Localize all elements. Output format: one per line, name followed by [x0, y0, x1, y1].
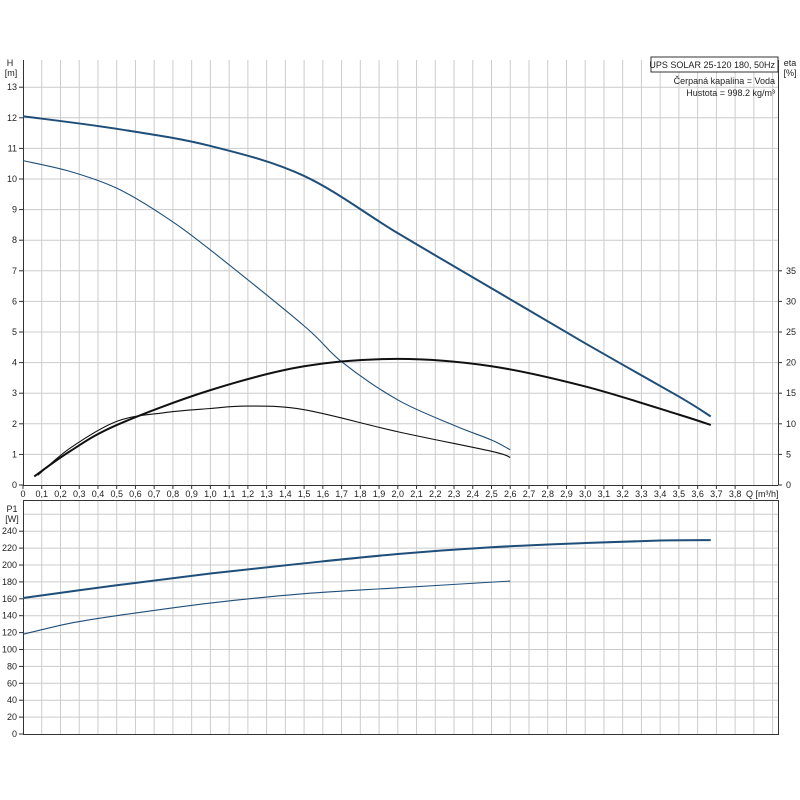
- h-axis-unit: [m]: [5, 68, 18, 78]
- q-tick-label: 1,1: [223, 489, 236, 499]
- p1-tick-label: 160: [2, 594, 17, 604]
- legend-box: UPS SOLAR 25-120 180, 50Hz Čerpaná kapal…: [649, 56, 779, 98]
- q-tick-label: 3,2: [616, 489, 629, 499]
- q-tick-label: 0,3: [73, 489, 86, 499]
- q-tick-label: 3,4: [654, 489, 667, 499]
- q-tick-label: 2,3: [448, 489, 461, 499]
- p1-tick-label: 0: [12, 729, 17, 739]
- q-tick-label: 2,0: [392, 489, 405, 499]
- q-axis-label: Q [m³/h]: [746, 489, 779, 499]
- p1-axis-label: P1: [6, 504, 17, 514]
- eta-tick-label: 10: [786, 419, 796, 429]
- head-curve-thin: [22, 160, 511, 451]
- q-tick-label: 0,5: [110, 489, 123, 499]
- q-tick-label: 1,4: [279, 489, 292, 499]
- q-tick-label: 1,5: [298, 489, 311, 499]
- h-axis-label: H: [7, 58, 14, 68]
- power-curve-thin: [22, 580, 511, 635]
- q-tick-label: 3,6: [691, 489, 704, 499]
- legend-title-frame: [650, 56, 779, 73]
- q-tick-label: 2,6: [504, 489, 517, 499]
- grid: [23, 60, 778, 734]
- h-tick-label: 5: [12, 327, 17, 337]
- q-tick-label: 3,1: [598, 489, 611, 499]
- q-tick-label: 3,7: [710, 489, 723, 499]
- q-tick-label: 3,0: [579, 489, 592, 499]
- q-tick-label: 1,7: [335, 489, 348, 499]
- power-curve-thick: [22, 539, 711, 599]
- eta-tick-label: 15: [786, 388, 796, 398]
- p1-tick-label: 100: [2, 645, 17, 655]
- h-tick-label: 7: [12, 266, 17, 276]
- q-tick-label: 1,9: [373, 489, 386, 499]
- q-tick-label: 1,2: [242, 489, 255, 499]
- q-tick-label: 2,4: [467, 489, 480, 499]
- p1-plot-frame: [23, 500, 779, 735]
- p1-axis-unit: [W]: [5, 514, 19, 524]
- h-tick-label: 1: [12, 449, 17, 459]
- q-tick-label: 2,9: [560, 489, 573, 499]
- q-tick-label: 3,8: [729, 489, 742, 499]
- legend-density: Hustota = 998.2 kg/m³: [686, 88, 775, 98]
- q-tick-label: 0,7: [148, 489, 161, 499]
- h-tick-label: 10: [7, 174, 17, 184]
- q-tick-label: 1,0: [204, 489, 217, 499]
- eta-tick-label: 25: [786, 327, 796, 337]
- q-tick-label: 1,8: [354, 489, 367, 499]
- p1-tick-label: 240: [2, 526, 17, 536]
- p1-tick-label: 220: [2, 543, 17, 553]
- h-tick-label: 0: [12, 480, 17, 490]
- legend-title: UPS SOLAR 25-120 180, 50Hz: [649, 60, 775, 70]
- head-curve-thick: [22, 115, 712, 418]
- p1-tick-label: 20: [7, 712, 17, 722]
- q-tick-label: 0,1: [35, 489, 48, 499]
- q-tick-label: 0,6: [129, 489, 142, 499]
- curves: [22, 115, 712, 635]
- q-tick-label: 0,9: [185, 489, 198, 499]
- q-tick-label: 1,6: [317, 489, 330, 499]
- q-tick-label: 2,1: [410, 489, 423, 499]
- legend-fluid: Čerpaná kapalina = Voda: [674, 76, 775, 86]
- p1-tick-label: 40: [7, 695, 17, 705]
- efficiency-curve-thick: [33, 357, 712, 478]
- q-tick-label: 2,5: [485, 489, 498, 499]
- h-tick-label: 9: [12, 205, 17, 215]
- q-tick-label: 1,3: [260, 489, 273, 499]
- eta-tick-label: 30: [786, 296, 796, 306]
- p1-tick-label: 200: [2, 560, 17, 570]
- p1-tick-label: 140: [2, 611, 17, 621]
- h-tick-label: 4: [12, 358, 17, 368]
- q-tick-label: 2,8: [541, 489, 554, 499]
- eta-tick-label: 35: [786, 266, 796, 276]
- p1-tick-label: 60: [7, 678, 17, 688]
- h-tick-label: 8: [12, 235, 17, 245]
- q-tick-label: 2,2: [429, 489, 442, 499]
- eta-axis-label: eta: [784, 58, 797, 68]
- eta-tick-label: 0: [786, 480, 791, 490]
- q-tick-label: 0,4: [92, 489, 105, 499]
- h-tick-label: 13: [7, 82, 17, 92]
- p1-tick-label: 120: [2, 628, 17, 638]
- q-tick-label: 0,2: [54, 489, 67, 499]
- h-tick-label: 12: [7, 113, 17, 123]
- q-tick-label: 0,8: [167, 489, 180, 499]
- h-tick-label: 6: [12, 296, 17, 306]
- p1-tick-label: 80: [7, 661, 17, 671]
- q-tick-label: 3,5: [673, 489, 686, 499]
- q-tick-label: 0: [20, 489, 25, 499]
- h-tick-label: 3: [12, 388, 17, 398]
- efficiency-curve-thin: [37, 405, 511, 476]
- eta-axis-unit: [%]: [783, 68, 796, 78]
- q-tick-label: 3,3: [635, 489, 648, 499]
- h-tick-label: 11: [8, 143, 17, 153]
- p1-tick-label: 180: [2, 577, 17, 587]
- q-tick-label: 2,7: [523, 489, 536, 499]
- h-tick-label: 2: [12, 419, 17, 429]
- eta-tick-label: 20: [786, 358, 796, 368]
- eta-tick-label: 5: [786, 449, 791, 459]
